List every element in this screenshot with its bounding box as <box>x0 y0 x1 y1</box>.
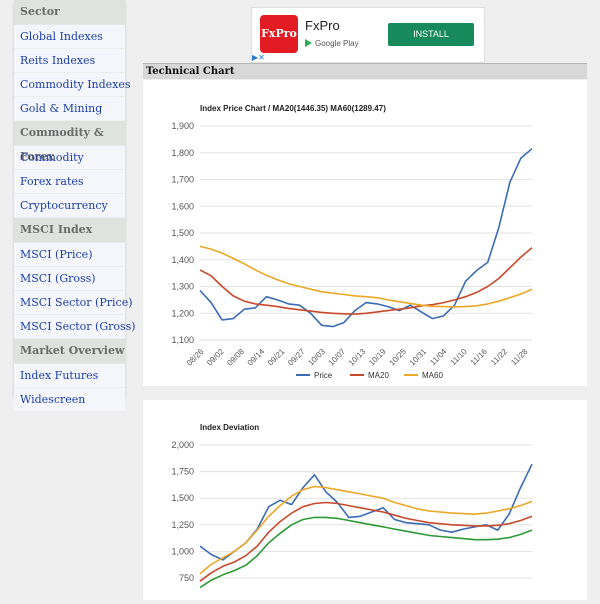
sidebar: Sector Global Indexes Reits Indexes Commodi… <box>14 0 136 412</box>
sidebar-section-title: Market Overview <box>14 339 125 364</box>
sidebar-item-reits-indexes[interactable]: Reits Indexes <box>14 49 125 73</box>
sidebar-item-forex-rates[interactable]: Forex rates <box>14 170 125 194</box>
series-line-3 <box>199 516 533 589</box>
install-button[interactable]: INSTALL <box>388 23 474 46</box>
store-label: Google Play <box>315 39 359 48</box>
google-play-badge: Google Play <box>305 39 359 48</box>
ad-info-icon[interactable]: ▶✕ <box>252 53 265 62</box>
y-tick-label: 1,400 <box>171 255 194 265</box>
y-tick-label: 750 <box>179 573 194 583</box>
sidebar-item-commodity-indexes[interactable]: Commodity Indexes <box>14 73 131 97</box>
x-tick-label: 09/08 <box>225 347 246 368</box>
x-tick-label: 11/10 <box>449 347 469 367</box>
y-tick-label: 1,200 <box>171 308 194 318</box>
sidebar-item-index-futures[interactable]: Index Futures <box>14 364 125 388</box>
sidebar-item-msci-price[interactable]: MSCI (Price) <box>14 243 125 267</box>
ad-banner[interactable]: FxPro FxPro Google Play INSTALL ▶✕ <box>251 7 485 63</box>
play-store-icon <box>305 39 312 47</box>
x-tick-label: 10/13 <box>347 347 368 368</box>
y-tick-label: 1,750 <box>171 467 194 477</box>
x-tick-label: 10/19 <box>367 347 388 368</box>
sidebar-item-widescreen[interactable]: Widescreen <box>14 388 125 412</box>
x-tick-label: 10/25 <box>387 347 408 368</box>
series-line-1 <box>199 247 533 315</box>
series-line-2 <box>199 501 533 582</box>
series-line-1 <box>199 485 533 575</box>
deviation-chart-card: Index Deviation 750 1,000 1,250 1,500 1,750 2,… <box>143 400 587 600</box>
x-tick-label: 09/27 <box>286 347 307 368</box>
series-line-0 <box>199 148 533 328</box>
y-tick-label: 1,600 <box>171 201 194 211</box>
price-chart: Index Price Chart / MA20(1446.35) MA60(1… <box>171 104 533 380</box>
y-tick-label: 1,500 <box>171 228 194 238</box>
legend-label[interactable]: Price <box>314 371 333 380</box>
x-tick-label: 10/07 <box>327 347 348 368</box>
sidebar-section-title: Commodity & Forex <box>14 121 125 163</box>
price-chart-card: Index Price Chart / MA20(1446.35) MA60(1… <box>143 80 587 386</box>
sidebar-item-commodity[interactable]: Commodity <box>14 146 125 170</box>
x-tick-label: 11/28 <box>509 347 529 367</box>
sidebar-item-global-indexes[interactable]: Global Indexes <box>14 25 125 49</box>
y-tick-label: 1,500 <box>171 493 194 503</box>
chart-title: Index Deviation <box>200 423 259 432</box>
x-tick-label: 09/02 <box>205 347 226 368</box>
series-line-0 <box>199 463 533 561</box>
sidebar-section-title: Sector <box>14 0 125 25</box>
y-tick-label: 1,800 <box>171 148 194 158</box>
y-tick-label: 1,300 <box>171 282 194 292</box>
x-tick-label: 09/21 <box>266 347 287 368</box>
y-tick-label: 1,900 <box>171 121 194 131</box>
fxpro-logo: FxPro <box>260 15 298 53</box>
sidebar-section-title: MSCI Index <box>14 218 125 243</box>
x-tick-label: 10/03 <box>306 347 327 368</box>
x-tick-label: 11/04 <box>428 347 448 367</box>
x-tick-label: 11/22 <box>489 347 509 367</box>
x-tick-label: 11/16 <box>469 347 489 367</box>
y-tick-label: 1,000 <box>171 546 194 556</box>
sidebar-item-msci-sector-gross[interactable]: MSCI Sector (Gross) <box>14 315 136 339</box>
sidebar-item-gold-mining[interactable]: Gold & Mining <box>14 97 125 121</box>
x-tick-label: 10/31 <box>408 347 429 368</box>
y-tick-label: 1,700 <box>171 175 194 185</box>
ad-app-name: FxPro <box>305 18 340 33</box>
legend-label[interactable]: MA60 <box>422 371 443 380</box>
panel-title: Technical Chart <box>143 63 587 79</box>
legend-label[interactable]: MA20 <box>368 371 389 380</box>
sidebar-item-msci-gross[interactable]: MSCI (Gross) <box>14 267 125 291</box>
chart-title: Index Price Chart / MA20(1446.35) MA60(1… <box>200 104 386 113</box>
x-tick-label: 09/14 <box>246 347 267 368</box>
sidebar-item-msci-sector-price[interactable]: MSCI Sector (Price) <box>14 291 133 315</box>
x-tick-label: 08/26 <box>185 347 206 368</box>
deviation-chart: Index Deviation 750 1,000 1,250 1,500 1,750 2,… <box>171 423 533 589</box>
y-tick-label: 1,250 <box>171 520 194 530</box>
sidebar-item-cryptocurrency[interactable]: Cryptocurrency <box>14 194 125 218</box>
series-line-2 <box>199 245 533 308</box>
y-tick-label: 1,100 <box>171 335 194 345</box>
y-tick-label: 2,000 <box>171 440 194 450</box>
